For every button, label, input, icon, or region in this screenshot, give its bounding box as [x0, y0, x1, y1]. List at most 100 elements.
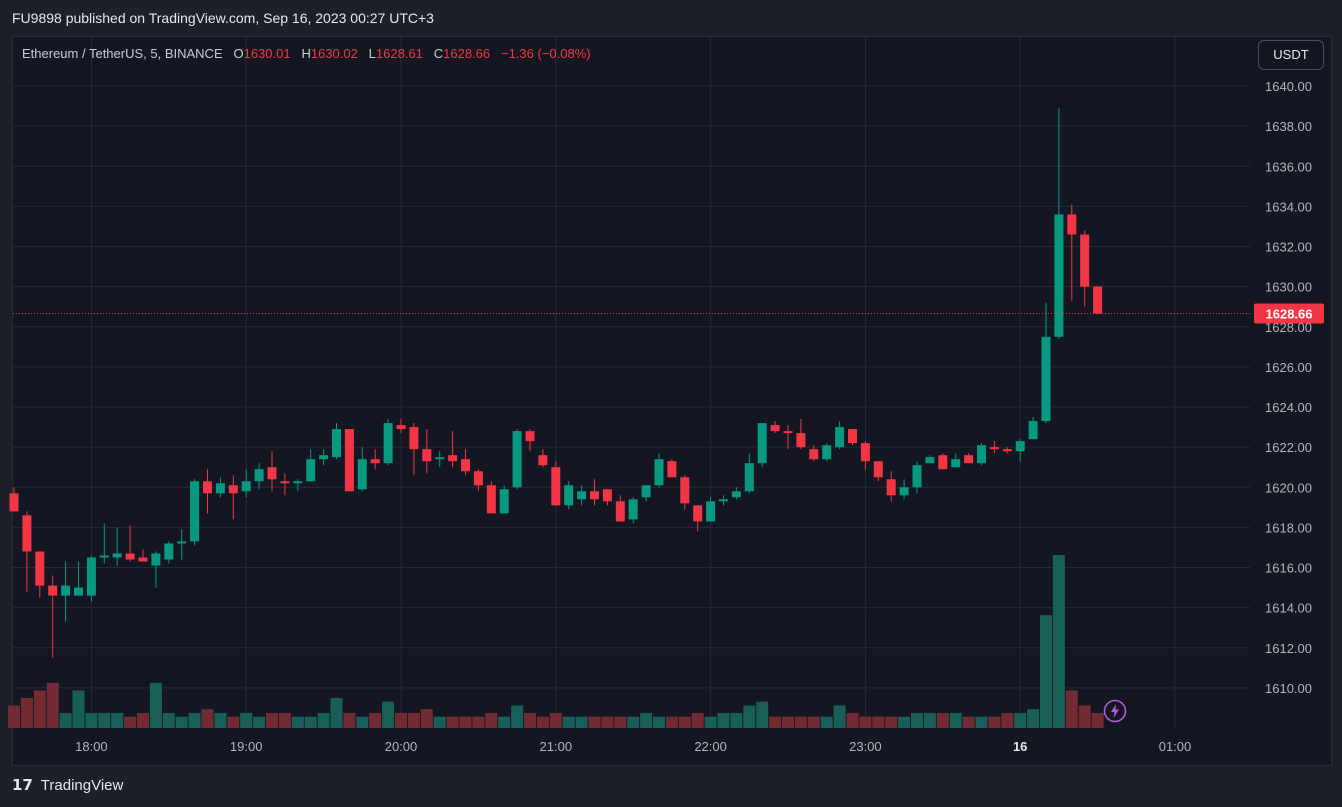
candle-body: [125, 553, 135, 560]
volume-bar: [149, 682, 162, 728]
volume-bar: [627, 716, 640, 728]
candle-body: [680, 477, 690, 504]
volume-bar: [343, 712, 356, 728]
candle-body: [848, 429, 857, 444]
volume-bar: [433, 716, 446, 728]
candle-body: [744, 463, 754, 492]
candle-body: [641, 485, 651, 498]
symbol-label[interactable]: Ethereum / TetherUS, 5, BINANCE: [22, 46, 223, 61]
candle-body: [989, 447, 999, 450]
time-tick-label: 21:00: [540, 739, 573, 754]
candle-body: [370, 459, 380, 464]
candle-body: [590, 491, 599, 500]
candle-body: [860, 443, 870, 462]
candle-body: [190, 481, 200, 542]
volume-bar: [704, 716, 717, 728]
candle-body: [796, 433, 806, 448]
low-label: L: [368, 46, 376, 61]
candle-body: [1067, 214, 1077, 235]
volume-bar: [46, 682, 59, 728]
candle-body: [693, 505, 703, 522]
volume-bar: [201, 709, 214, 728]
volume-bar: [562, 716, 575, 728]
currency-button[interactable]: USDT: [1258, 40, 1324, 70]
volume-bar: [782, 716, 794, 728]
volume-bar: [8, 705, 20, 728]
volume-bar: [794, 716, 807, 728]
candle-body: [306, 459, 316, 482]
candle-body: [267, 467, 277, 480]
volume-bar: [1052, 555, 1065, 728]
volume-bar: [291, 716, 304, 728]
candle-body: [886, 479, 896, 496]
volume-bar: [227, 716, 240, 728]
volume-bar: [382, 701, 395, 728]
volume-bar: [253, 716, 266, 728]
candle-body: [512, 431, 522, 488]
high-label: H: [301, 46, 311, 61]
price-tick-label: 1614.00: [1265, 601, 1312, 616]
candle-body: [228, 485, 238, 494]
price-tick-label: 1620.00: [1265, 480, 1312, 495]
candle-body: [525, 431, 535, 442]
price-tick-label: 1630.00: [1265, 280, 1312, 295]
ohlc-legend: Ethereum / TetherUS, 5, BINANCE O1630.01…: [22, 46, 591, 61]
price-tick-label: 1640.00: [1265, 79, 1312, 94]
candle-body: [551, 467, 561, 506]
candle-body: [1015, 441, 1025, 452]
candle-body: [912, 465, 922, 488]
volume-bar: [601, 716, 614, 728]
volume-bar: [1001, 712, 1014, 728]
candle-body: [86, 557, 96, 596]
candle-body: [435, 457, 445, 460]
candle-body: [241, 481, 251, 492]
volume-bar: [188, 712, 201, 728]
candle-body: [1028, 421, 1038, 440]
volume-bar: [317, 712, 330, 728]
candle-body: [564, 485, 574, 506]
candle-body: [783, 431, 793, 434]
volume-bar: [485, 712, 498, 728]
volume-bar: [911, 712, 923, 728]
candle-body: [473, 471, 483, 486]
candle-body: [628, 499, 638, 520]
volume-bar: [278, 712, 291, 728]
candle-body: [835, 427, 845, 448]
candle-body: [538, 455, 548, 466]
candle-body: [602, 489, 612, 502]
candle-body: [499, 489, 509, 514]
candle-body: [164, 543, 174, 560]
footer-brand: 𝟭𝟳 TradingView: [12, 776, 123, 798]
candle-body: [873, 461, 883, 478]
volume-bar: [833, 705, 846, 728]
candle-body: [22, 515, 32, 552]
candle-body: [151, 553, 161, 566]
volume-bar: [898, 716, 911, 728]
volume-bar: [369, 712, 382, 728]
volume-bar: [1027, 709, 1040, 728]
volume-bar: [1040, 615, 1052, 728]
volume-bar: [962, 716, 975, 728]
candle-body: [577, 491, 587, 500]
volume-bar: [72, 690, 85, 728]
price-tick-label: 1610.00: [1265, 681, 1312, 696]
volume-bar: [653, 716, 665, 728]
close-label: C: [433, 46, 444, 61]
volume-bar: [717, 712, 730, 728]
volume-bar: [330, 697, 343, 728]
lightning-icon[interactable]: [1103, 699, 1127, 723]
candle-body: [215, 483, 225, 494]
candle-body: [357, 459, 367, 490]
chart-panel[interactable]: [12, 36, 1332, 766]
candle-body: [254, 469, 264, 482]
price-tick-label: 1618.00: [1265, 520, 1312, 535]
volume-bar: [665, 716, 678, 728]
price-tick-label: 1636.00: [1265, 159, 1312, 174]
volume-bar: [885, 716, 898, 728]
volume-bar: [936, 712, 949, 728]
volume-bar: [1014, 712, 1027, 728]
volume-bar: [678, 716, 691, 728]
volume-bar: [820, 716, 833, 728]
volume-bar: [124, 716, 137, 728]
